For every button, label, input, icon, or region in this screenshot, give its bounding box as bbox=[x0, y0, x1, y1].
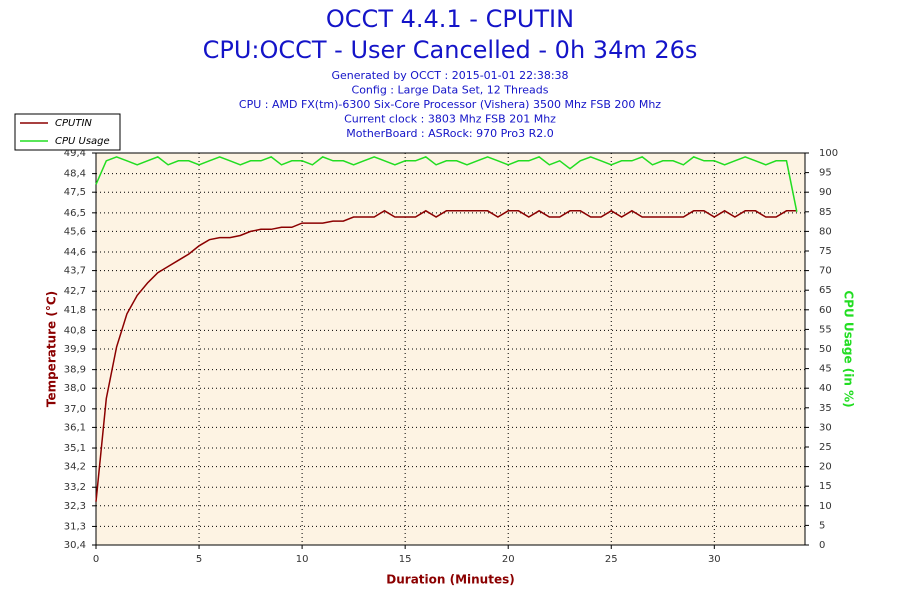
info-line: Config : Large Data Set, 12 Threads bbox=[352, 84, 549, 97]
x-tick-label: 0 bbox=[93, 554, 99, 565]
y2-tick-label: 15 bbox=[819, 481, 832, 492]
info-line: Generated by OCCT : 2015-01-01 22:38:38 bbox=[331, 69, 568, 82]
y-tick-label: 49,4 bbox=[64, 148, 86, 159]
y2-tick-label: 100 bbox=[819, 148, 838, 159]
y-tick-label: 40,8 bbox=[64, 325, 86, 336]
y2-tick-label: 25 bbox=[819, 442, 832, 453]
y2-tick-label: 75 bbox=[819, 246, 832, 257]
y2-tick-label: 65 bbox=[819, 285, 832, 296]
y2-axis-title: CPU Usage (in %) bbox=[842, 290, 856, 407]
y-tick-label: 48,4 bbox=[64, 169, 86, 180]
y2-tick-label: 95 bbox=[819, 168, 832, 179]
y-tick-label: 38,0 bbox=[64, 383, 86, 394]
y-tick-label: 35,1 bbox=[64, 443, 86, 454]
info-line: MotherBoard : ASRock: 970 Pro3 R2.0 bbox=[346, 127, 553, 140]
x-tick-label: 30 bbox=[708, 554, 721, 565]
y-axis-title: Temperature (°C) bbox=[45, 291, 59, 407]
x-tick-label: 10 bbox=[296, 554, 309, 565]
y2-tick-label: 30 bbox=[819, 422, 832, 433]
y-tick-label: 42,7 bbox=[64, 286, 86, 297]
chart-subtitle: CPU:OCCT - User Cancelled - 0h 34m 26s bbox=[203, 36, 698, 64]
y-tick-label: 32,3 bbox=[64, 501, 86, 512]
y-tick-label: 47,5 bbox=[64, 187, 86, 198]
y-tick-label: 39,9 bbox=[64, 344, 86, 355]
y-tick-label: 46,5 bbox=[64, 208, 86, 219]
plot-frame bbox=[95, 152, 806, 546]
info-line: CPU : AMD FX(tm)-6300 Six-Core Processor… bbox=[239, 98, 661, 111]
y2-tick-label: 80 bbox=[819, 226, 832, 237]
y2-tick-label: 85 bbox=[819, 207, 832, 218]
y-tick-label: 43,7 bbox=[64, 266, 86, 277]
legend-label: CPUTIN bbox=[55, 118, 92, 129]
y2-tick-label: 90 bbox=[819, 187, 832, 198]
y-tick-label: 31,3 bbox=[64, 521, 86, 532]
y-tick-label: 37,0 bbox=[64, 404, 86, 415]
y-tick-label: 45,6 bbox=[64, 226, 86, 237]
legend-label: CPU Usage bbox=[55, 136, 110, 147]
y-tick-label: 41,8 bbox=[64, 305, 86, 316]
x-tick-label: 15 bbox=[399, 554, 412, 565]
y-tick-label: 30,4 bbox=[64, 540, 86, 551]
y2-tick-label: 0 bbox=[819, 540, 825, 551]
y2-tick-label: 60 bbox=[819, 305, 832, 316]
y2-tick-label: 70 bbox=[819, 266, 832, 277]
y2-tick-label: 50 bbox=[819, 344, 832, 355]
y-tick-label: 33,2 bbox=[64, 482, 86, 493]
y-tick-label: 34,2 bbox=[64, 462, 86, 473]
y2-tick-label: 20 bbox=[819, 462, 832, 473]
plot-area bbox=[96, 153, 805, 545]
chart-title: OCCT 4.4.1 - CPUTIN bbox=[326, 5, 574, 33]
x-tick-label: 5 bbox=[196, 554, 202, 565]
y2-tick-label: 55 bbox=[819, 324, 832, 335]
series-line bbox=[95, 156, 798, 212]
y2-tick-label: 10 bbox=[819, 501, 832, 512]
y-tick-label: 44,6 bbox=[64, 247, 86, 258]
x-axis-title: Duration (Minutes) bbox=[386, 573, 514, 587]
x-tick-label: 20 bbox=[502, 554, 515, 565]
legend-box bbox=[14, 113, 121, 151]
x-tick-label: 25 bbox=[605, 554, 618, 565]
y2-tick-label: 35 bbox=[819, 403, 832, 414]
y-tick-label: 38,9 bbox=[64, 365, 86, 376]
y2-tick-label: 5 bbox=[819, 520, 825, 531]
y2-tick-label: 45 bbox=[819, 364, 832, 375]
info-line: Current clock : 3803 Mhz FSB 201 Mhz bbox=[344, 113, 556, 126]
y-tick-label: 36,1 bbox=[64, 422, 86, 433]
y2-tick-label: 40 bbox=[819, 383, 832, 394]
series-line bbox=[95, 209, 797, 502]
